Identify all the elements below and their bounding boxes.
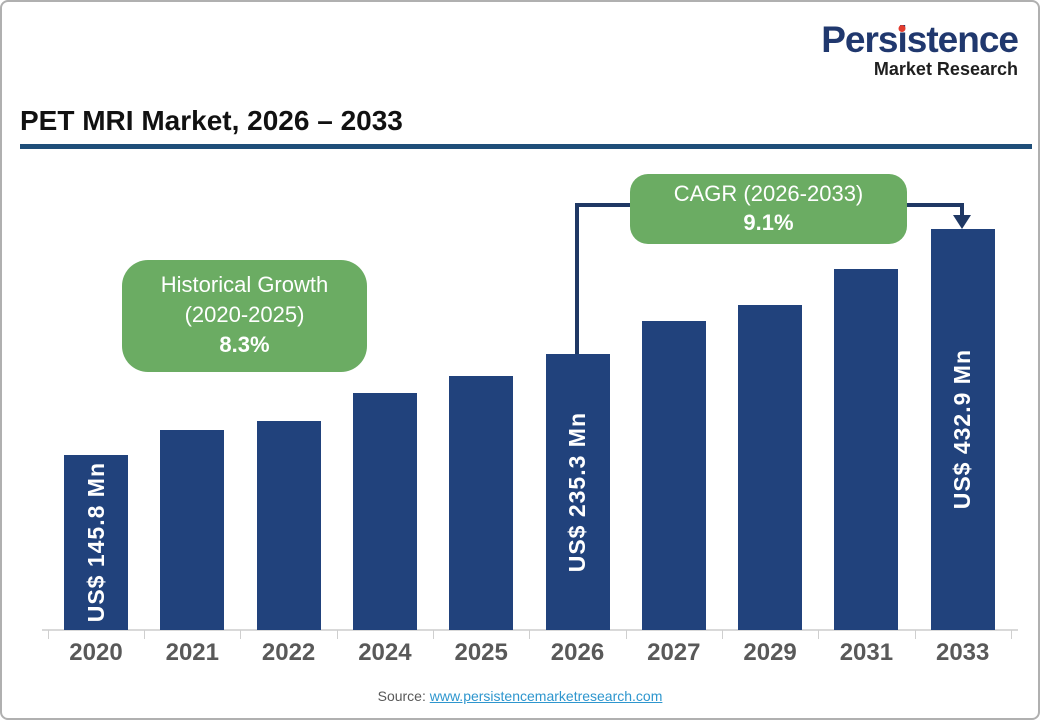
cagr-connector-right-line bbox=[960, 203, 964, 217]
x-axis-tick bbox=[818, 630, 820, 639]
cagr-callout: CAGR (2026-2033) 9.1% bbox=[630, 174, 907, 244]
x-axis-label-2022: 2022 bbox=[261, 639, 316, 666]
x-axis-tick bbox=[914, 630, 916, 639]
bar-2022 bbox=[256, 421, 321, 630]
historical-growth-line1: Historical Growth bbox=[160, 272, 329, 297]
bar-2024 bbox=[352, 393, 417, 630]
x-axis-label-2027: 2027 bbox=[647, 639, 701, 666]
x-axis-label-2029: 2029 bbox=[743, 639, 797, 666]
historical-growth-line2: (2020-2025) bbox=[184, 302, 305, 327]
bar-value-label-2026: US$ 235.3 Mn bbox=[564, 411, 590, 573]
x-axis-label-2026: 2026 bbox=[550, 639, 605, 666]
logo-i-red-dot-icon bbox=[898, 25, 906, 32]
bar-2020: US$ 145.8 Mn bbox=[64, 455, 128, 630]
x-axis-label-2020: 2020 bbox=[69, 639, 123, 666]
bar-value-label-2033: US$ 432.9 Mn bbox=[949, 349, 976, 510]
bar-2029 bbox=[738, 305, 803, 630]
brand-tagline: Market Research bbox=[873, 58, 1018, 79]
x-axis-tick bbox=[144, 630, 146, 639]
bar-2025 bbox=[449, 376, 514, 630]
source-label: Source: bbox=[377, 688, 426, 704]
historical-growth-callout: Historical Growth (2020-2025) 8.3% bbox=[122, 260, 367, 372]
brand-name-pre: Pers bbox=[821, 19, 898, 60]
brand-logo: Persi stence Market Research bbox=[821, 19, 1019, 80]
brand-name-i: i bbox=[897, 19, 907, 60]
cagr-value: 9.1% bbox=[743, 210, 794, 235]
x-axis-tick bbox=[529, 630, 531, 639]
brand-name: Persi stence bbox=[821, 19, 1019, 60]
x-axis-label-2025: 2025 bbox=[454, 639, 508, 666]
chart-title: PET MRI Market, 2026 – 2033 bbox=[20, 105, 403, 136]
x-axis-label-2024: 2024 bbox=[358, 639, 412, 666]
x-axis-tick bbox=[336, 630, 338, 639]
title-underline bbox=[20, 144, 1032, 149]
bar-2026: US$ 235.3 Mn bbox=[545, 354, 610, 630]
cagr-connector-left-line bbox=[575, 203, 579, 354]
historical-growth-value: 8.3% bbox=[219, 332, 270, 357]
source-link[interactable]: www.persistencemarketresearch.com bbox=[429, 688, 663, 704]
x-axis-tick bbox=[240, 630, 242, 639]
cagr-line1: CAGR (2026-2033) bbox=[673, 181, 864, 206]
x-axis-tick bbox=[1010, 630, 1012, 639]
x-axis-label-2031: 2031 bbox=[839, 639, 894, 666]
x-axis-tick bbox=[625, 630, 627, 639]
bar-2033: US$ 432.9 Mn bbox=[930, 229, 995, 630]
bar-2027 bbox=[641, 321, 706, 630]
brand-name-post: stence bbox=[906, 19, 1019, 60]
x-axis-label-2033: 2033 bbox=[935, 639, 990, 666]
bar-value-label-2020: US$ 145.8 Mn bbox=[82, 462, 109, 623]
x-axis-tick bbox=[433, 630, 435, 639]
x-axis-tick bbox=[721, 630, 723, 639]
source-line: Source: www.persistencemarketresearch.co… bbox=[2, 688, 1038, 704]
x-axis-label-2021: 2021 bbox=[165, 639, 219, 666]
bar-2031 bbox=[834, 269, 899, 630]
x-axis-tick bbox=[47, 630, 49, 639]
cagr-connector-arrowhead-icon bbox=[953, 215, 971, 229]
bar-2021 bbox=[160, 430, 225, 630]
